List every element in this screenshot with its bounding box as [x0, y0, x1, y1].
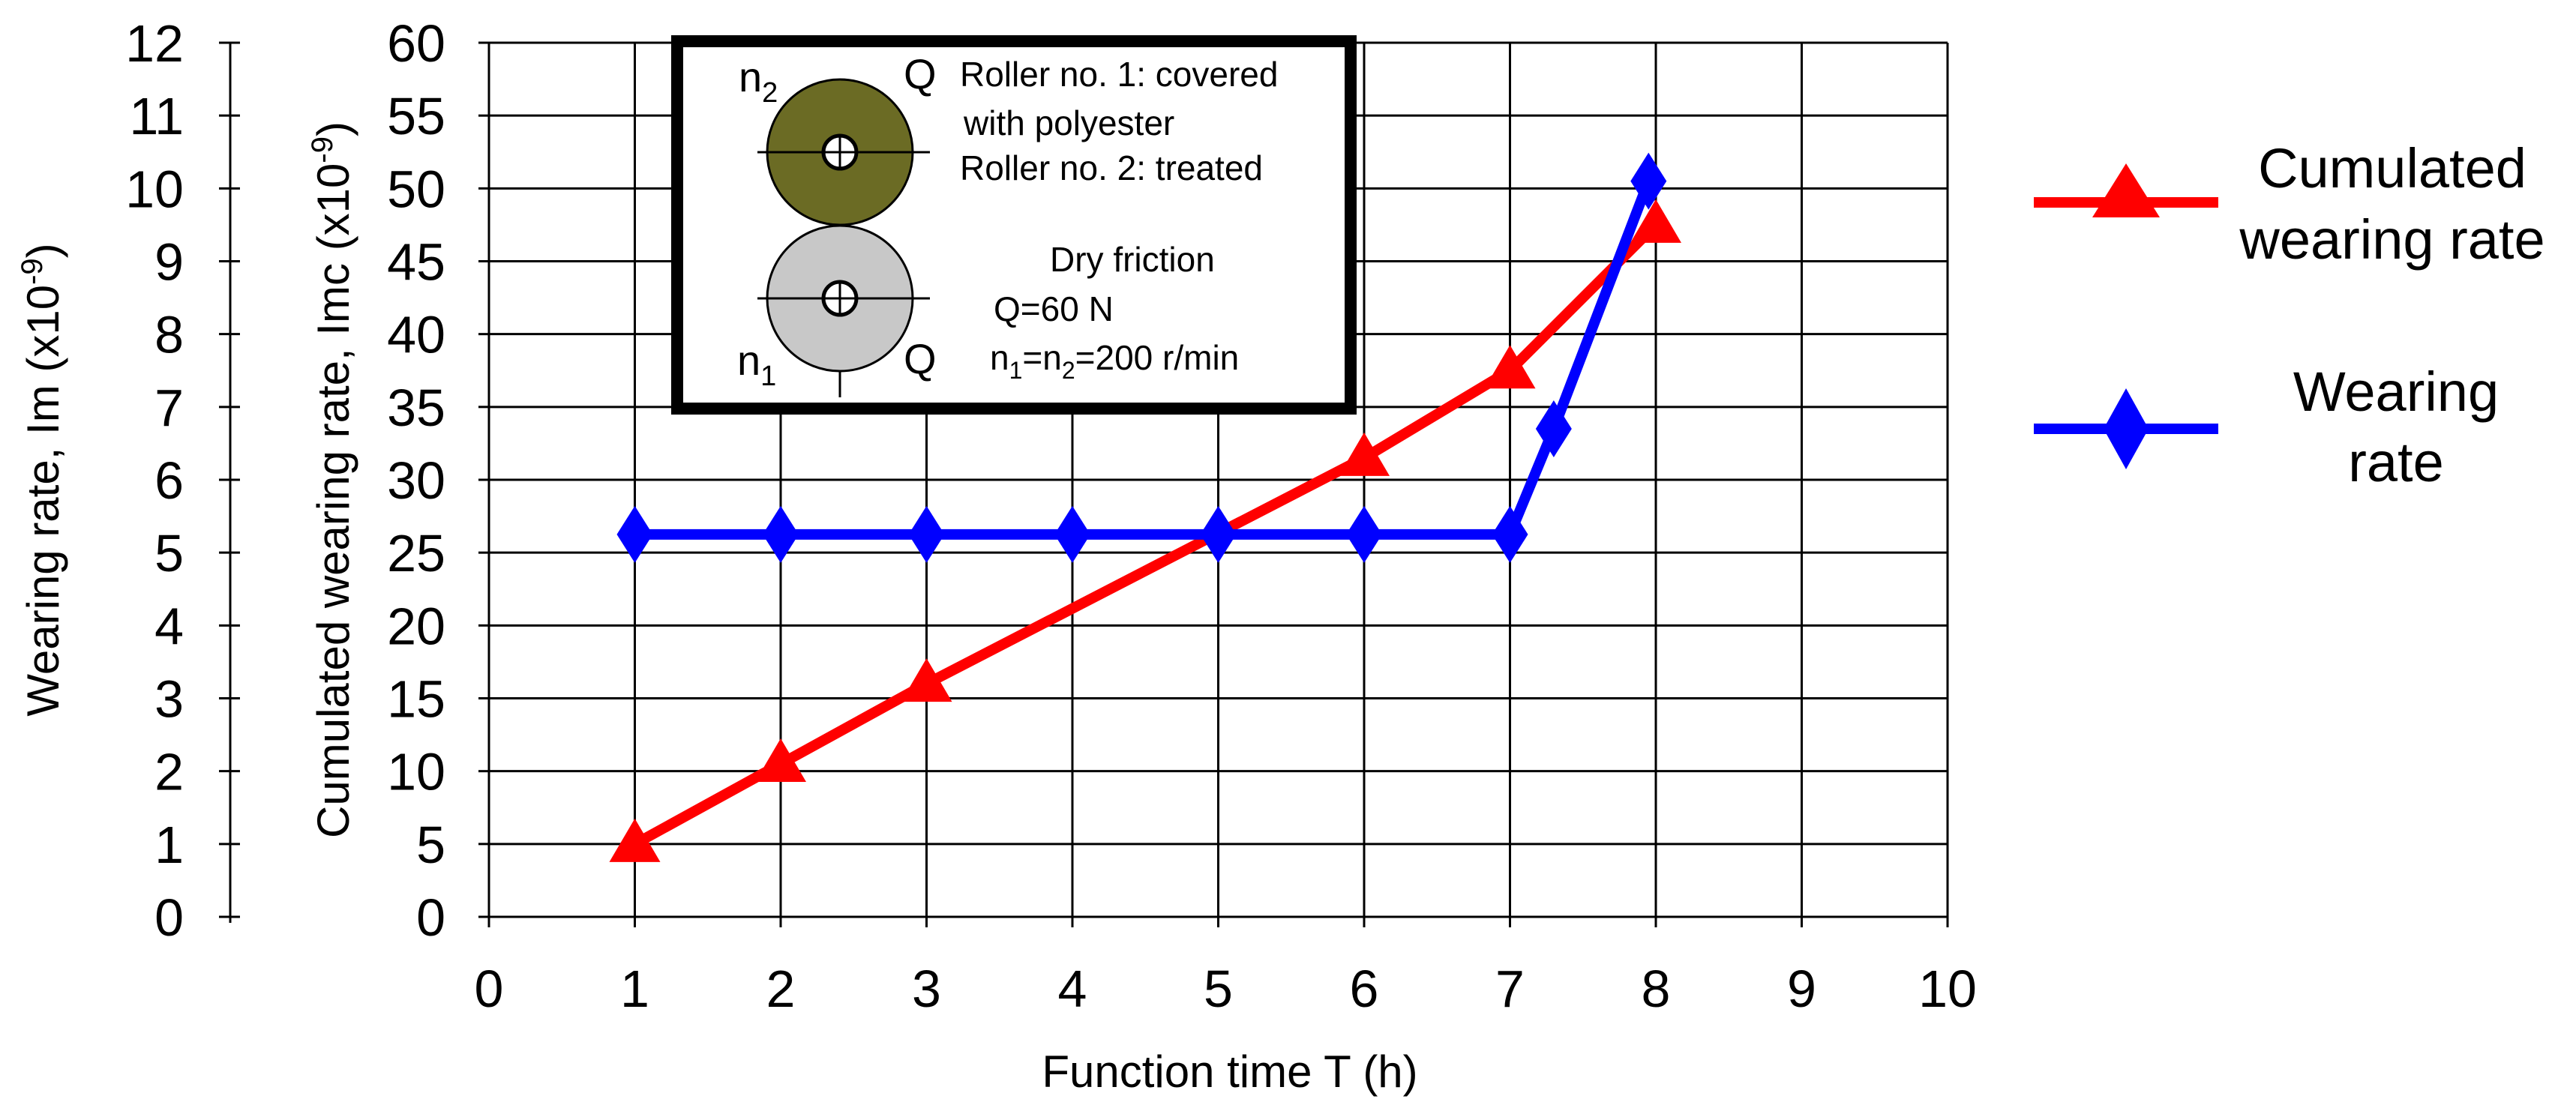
x-axis-title: Function time T (h): [1042, 1047, 1417, 1097]
inset-line-1: Roller no. 1: covered: [960, 55, 1278, 94]
left-axis-tick-label: 6: [154, 451, 184, 510]
right-axis: 0 5 10 15 20 25 30 35 40 45 50 55 60: [387, 14, 489, 947]
right-axis-tick-label: 35: [387, 379, 445, 437]
inset-line-6: n1=n2=200 r/min: [990, 338, 1239, 384]
x-axis-tick-label: 8: [1642, 960, 1671, 1018]
inset-q-top: Q: [904, 50, 937, 97]
data-point-diamond: [616, 505, 653, 563]
right-axis-tick-label: 20: [387, 597, 445, 655]
left-axis-tick-label: 0: [154, 888, 184, 947]
inset-n-bottom: n1: [737, 337, 776, 392]
x-axis-tick-label: 10: [1918, 960, 1977, 1018]
inset-line-4: Dry friction: [1050, 240, 1215, 279]
left-axis-tick-label: 2: [154, 743, 184, 801]
left-axis-tick-label: 11: [129, 87, 184, 145]
right-axis-tick-label: 5: [416, 816, 445, 874]
x-axis-tick-label: 2: [766, 960, 796, 1018]
series-line-0: [632, 220, 1660, 849]
right-axis-tick-label: 10: [387, 743, 445, 801]
data-point-triangle: [1339, 432, 1390, 476]
y-axis-right-title: Cumulated wearing rate, Imc (x10-9): [306, 121, 358, 838]
legend: Cumulated wearing rate Wearing rate: [2034, 137, 2545, 493]
left-axis-tick-label: 8: [154, 306, 184, 364]
x-axis-tick-label: 1: [620, 960, 649, 1018]
left-axis-tick-label: 1: [154, 816, 184, 874]
right-axis-tick-label: 55: [387, 87, 445, 145]
data-point-triangle: [1630, 199, 1681, 243]
x-axis-tick-label: 6: [1350, 960, 1379, 1018]
data-point-triangle: [901, 658, 952, 702]
data-point-diamond: [1492, 505, 1528, 563]
inset-q-bottom: Q: [904, 335, 937, 382]
inset-line-5: Q=60 N: [994, 289, 1114, 328]
right-axis-tick-label: 60: [387, 14, 445, 73]
inset-line-3: Roller no. 2: treated: [960, 148, 1263, 187]
data-point-diamond: [1346, 505, 1382, 563]
left-axis-tick-label: 4: [154, 597, 184, 655]
x-axis-tick-label: 3: [912, 960, 941, 1018]
right-axis-tick-label: 30: [387, 451, 445, 510]
right-axis-tick-label: 0: [416, 888, 445, 947]
inset-frame: [671, 35, 1357, 415]
inset-diagram: n2 Q n1 Q Roller no. 1: covered with pol…: [671, 35, 1357, 415]
right-axis-tick-label: 40: [387, 306, 445, 364]
x-axis-tick-label: 5: [1204, 960, 1233, 1018]
right-axis-tick-label: 25: [387, 524, 445, 582]
data-point-triangle: [755, 738, 806, 782]
data-point-diamond: [908, 505, 945, 563]
data-point-diamond: [1054, 505, 1090, 563]
x-axis-tick-label: 7: [1495, 960, 1525, 1018]
legend-label-cumulated-line2: wearing rate: [2239, 208, 2545, 271]
right-axis-tick-label: 15: [387, 670, 445, 729]
left-axis-tick-label: 3: [154, 670, 184, 729]
inset-n-top: n2: [739, 53, 778, 109]
legend-label-cumulated-line1: Cumulated: [2258, 137, 2527, 199]
x-axis-tick-label: 4: [1058, 960, 1087, 1018]
legend-marker-triangle: [2092, 163, 2160, 217]
left-axis-tick-label: 5: [154, 524, 184, 582]
x-axis: 0 1 2 3 4 5 6 7 8 9 10: [475, 917, 1977, 1018]
legend-label-wearing-line1: Wearing: [2293, 361, 2499, 423]
left-axis-tick-label: 12: [125, 14, 184, 73]
left-axis-tick-label: 10: [125, 160, 184, 218]
x-axis-tick-label: 9: [1787, 960, 1816, 1018]
y-axis-left-title: Wearing rate, Im (x10-9): [16, 243, 68, 716]
data-point-diamond: [1200, 505, 1237, 563]
inset-line-2: with polyester: [963, 103, 1174, 142]
x-axis-tick-label: 0: [475, 960, 504, 1018]
legend-label-wearing-line2: rate: [2348, 431, 2444, 493]
left-axis-tick-label: 7: [154, 379, 184, 437]
right-axis-tick-label: 45: [387, 233, 445, 292]
legend-marker-diamond: [2104, 388, 2149, 469]
data-point-diamond: [1535, 400, 1572, 457]
data-point-triangle: [1484, 345, 1536, 389]
left-axis-tick-label: 9: [154, 233, 184, 292]
data-point-triangle: [609, 818, 661, 862]
right-axis-tick-label: 50: [387, 160, 445, 218]
data-point-diamond: [1630, 152, 1667, 210]
data-point-diamond: [763, 505, 799, 563]
series-layer: [609, 152, 1681, 862]
